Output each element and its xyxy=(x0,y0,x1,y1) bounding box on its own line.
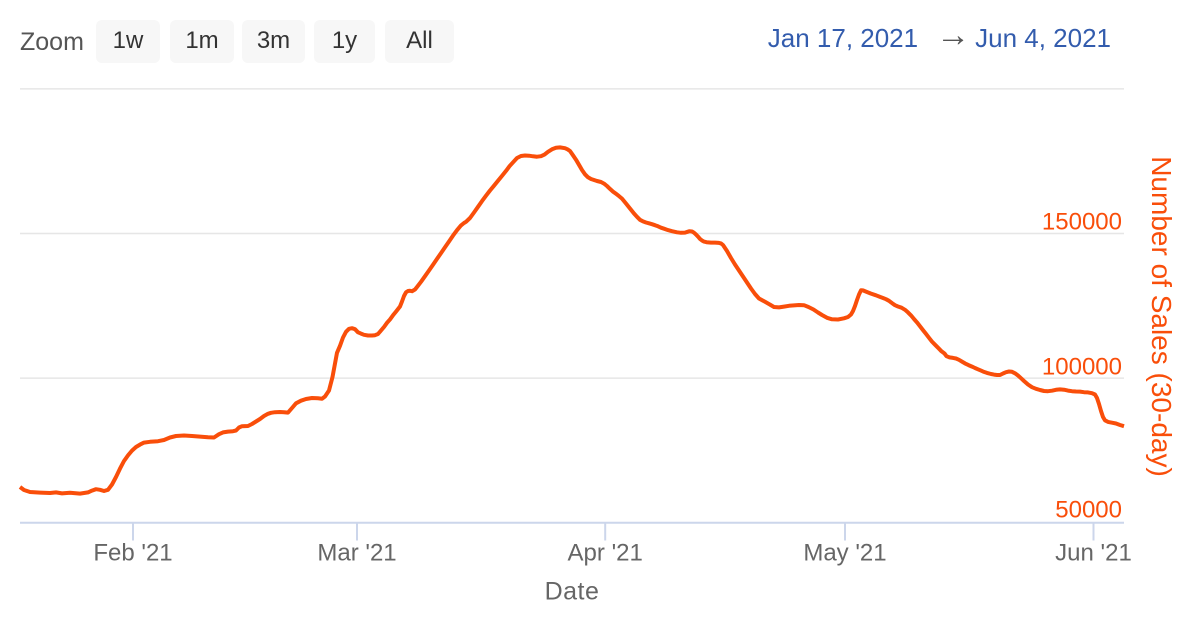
svg-text:Feb '21: Feb '21 xyxy=(93,540,172,567)
svg-text:100000: 100000 xyxy=(1042,353,1122,380)
svg-text:Jun '21: Jun '21 xyxy=(1055,540,1132,567)
svg-text:Date: Date xyxy=(545,577,600,605)
svg-text:Number of Sales (30-day): Number of Sales (30-day) xyxy=(1146,156,1177,477)
svg-text:May '21: May '21 xyxy=(803,540,886,567)
svg-text:50000: 50000 xyxy=(1055,496,1122,523)
svg-text:Mar '21: Mar '21 xyxy=(317,540,396,567)
svg-text:Apr '21: Apr '21 xyxy=(568,540,643,567)
svg-text:150000: 150000 xyxy=(1042,209,1122,236)
